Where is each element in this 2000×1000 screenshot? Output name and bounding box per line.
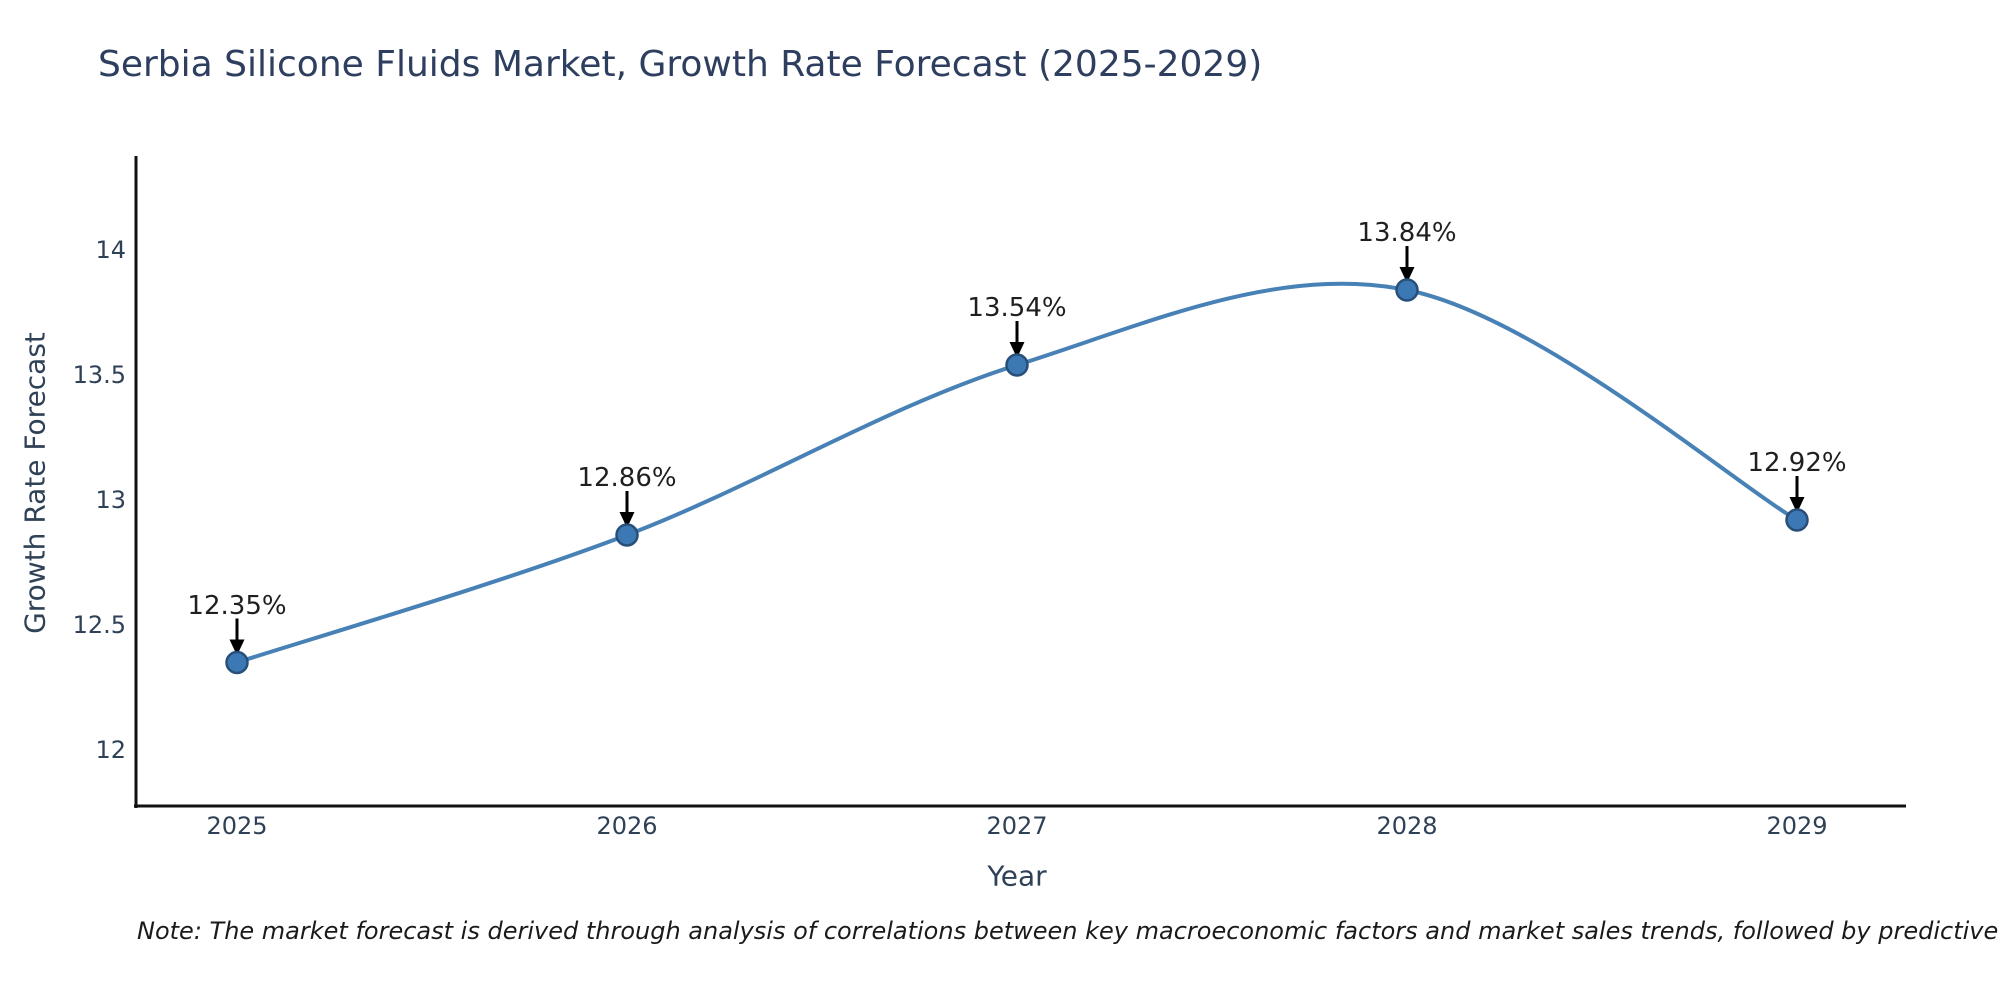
point-value-label: 12.35% [187, 590, 287, 621]
data-point-marker [1785, 508, 1809, 532]
x-tick-label: 2026 [596, 812, 658, 840]
x-tick-label: 2029 [1766, 812, 1828, 840]
y-tick-label: 12 [95, 736, 126, 764]
point-value-label: 12.92% [1747, 448, 1847, 478]
data-point-marker [1005, 353, 1029, 377]
x-axis-title: Year [987, 859, 1047, 893]
footnote: Note: The market forecast is derived thr… [137, 917, 2000, 945]
y-tick-label: 12.5 [72, 611, 126, 639]
y-tick-label: 13.5 [72, 361, 126, 389]
data-point-marker [1395, 278, 1419, 302]
x-tick-label: 2025 [206, 812, 268, 840]
annotation-arrow-head [1009, 342, 1025, 358]
point-value-label: 12.86% [577, 463, 677, 493]
annotation-arrow-head [619, 512, 635, 528]
point-value-label: 13.54% [967, 293, 1067, 323]
chart-title: Serbia Silicone Fluids Market, Growth Ra… [98, 44, 1263, 85]
annotation-arrow-head [1399, 267, 1415, 283]
x-tick-label: 2028 [1376, 812, 1438, 840]
data-point-marker [615, 523, 639, 547]
annotation-arrow-head [1789, 497, 1805, 513]
y-tick-label: 13 [95, 486, 126, 514]
x-tick-label: 2027 [986, 812, 1048, 840]
annotation-arrow-head [229, 639, 245, 656]
point-value-label: 13.84% [1357, 218, 1457, 248]
y-tick-label: 14 [95, 236, 126, 264]
data-point-marker [225, 650, 249, 675]
